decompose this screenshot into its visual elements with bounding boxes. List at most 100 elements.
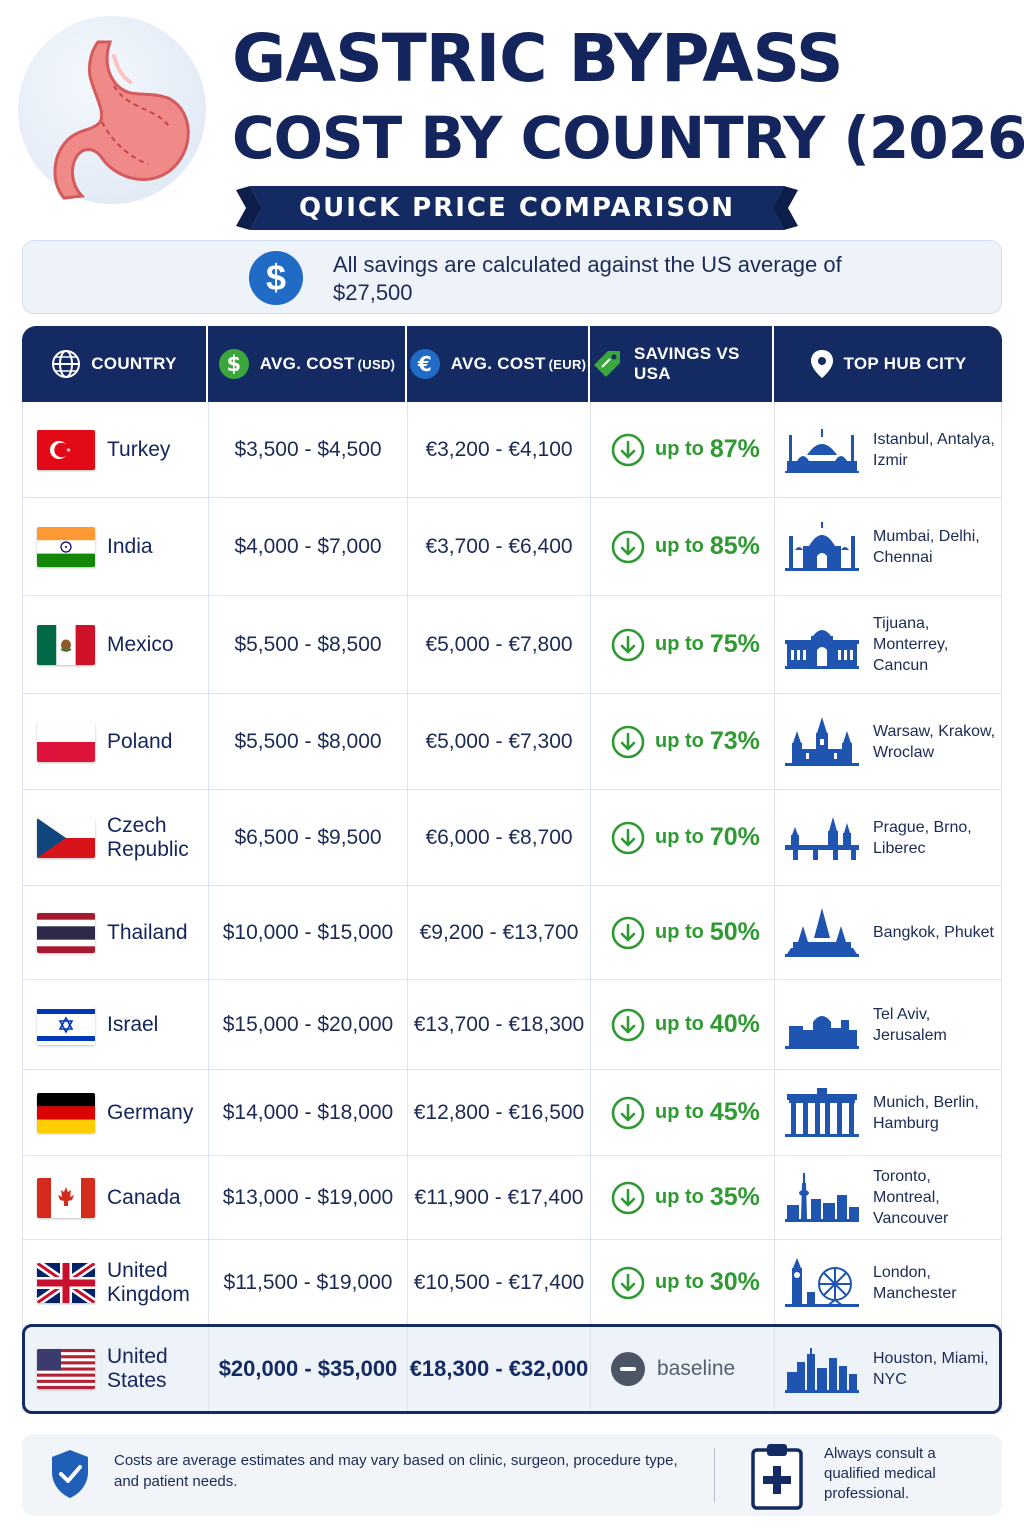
thailand-flag-icon	[37, 912, 95, 953]
brandenburg-gate-icon	[783, 1087, 861, 1138]
table-row: Israel $15,000 - $20,000 €13,700 - €18,3…	[23, 980, 1001, 1070]
country-name: Poland	[107, 729, 173, 753]
table-row: Thailand $10,000 - $15,000 €9,200 - €13,…	[23, 886, 1001, 980]
cn-tower-skyline-icon	[783, 1172, 861, 1223]
svg-text:$: $	[226, 352, 241, 376]
table-row: Germany $14,000 - $18,000 €12,800 - €16,…	[23, 1070, 1001, 1156]
eur-cost: €9,200 - €13,700	[408, 886, 591, 979]
usd-cost: $4,000 - $7,000	[209, 498, 408, 595]
header-city: TOP HUB CITY	[774, 326, 1002, 402]
price-tag-icon	[594, 351, 620, 377]
footer-divider	[714, 1448, 715, 1502]
down-arrow-circle-icon	[611, 1096, 645, 1129]
savings-cell: up to 50%	[591, 886, 775, 979]
india-flag-icon	[37, 526, 95, 567]
down-arrow-circle-icon	[611, 1008, 645, 1041]
usd-cost: $3,500 - $4,500	[209, 402, 408, 497]
header-city-label: TOP HUB CITY	[843, 354, 967, 373]
savings-prefix: up to	[655, 438, 704, 460]
city-cell: Tijuana, Monterrey, Cancun	[775, 596, 1003, 693]
savings-prefix: up to	[655, 535, 704, 557]
taj-mahal-icon	[783, 521, 861, 572]
poland-flag-icon	[37, 721, 95, 762]
savings-value: 30%	[709, 1268, 760, 1296]
country-cell: Turkey	[23, 402, 209, 497]
eur-cost: €5,000 - €7,300	[408, 694, 591, 789]
city-cell: Warsaw, Krakow, Wroclaw	[775, 694, 1003, 789]
country-cell: United States	[23, 1326, 209, 1411]
header-savings: SAVINGS VS USA	[590, 326, 774, 402]
city-name: Warsaw, Krakow, Wroclaw	[873, 722, 996, 761]
savings-value: 35%	[709, 1183, 760, 1211]
country-name: Germany	[107, 1100, 194, 1124]
city-cell: London, Manchester	[775, 1240, 1003, 1325]
canada-flag-icon	[37, 1177, 95, 1218]
country-cell: Germany	[23, 1070, 209, 1155]
israel-flag-icon	[37, 1004, 95, 1045]
down-arrow-circle-icon	[611, 725, 645, 758]
bridge-skyline-icon	[783, 813, 861, 863]
country-name: United Kingdom	[107, 1258, 190, 1306]
eur-cost: €6,000 - €8,700	[408, 790, 591, 885]
savings-cell: up to 73%	[591, 694, 775, 789]
header-usd: $ AVG. COST (USD)	[208, 326, 407, 402]
savings-cell: up to 35%	[591, 1156, 775, 1239]
footer-disclaimer: Costs are average estimates and may vary…	[22, 1434, 1002, 1516]
table-row: India $4,000 - $7,000 €3,700 - €6,400 up…	[23, 498, 1001, 596]
usd-cost: $13,000 - $19,000	[209, 1156, 408, 1239]
city-cell: Bangkok, Phuket	[775, 886, 1003, 979]
country-cell: Israel	[23, 980, 209, 1069]
city-name: Toronto, Montreal, Vancouver	[873, 1168, 949, 1227]
down-arrow-circle-icon	[611, 1266, 645, 1299]
savings-value: 50%	[709, 918, 760, 946]
savings-cell: up to 75%	[591, 596, 775, 693]
header-eur: € AVG. COST (EUR)	[407, 326, 590, 402]
savings-cell: up to 40%	[591, 980, 775, 1069]
medical-clipboard-icon	[751, 1444, 803, 1510]
usd-cost: $14,000 - $18,000	[209, 1070, 408, 1155]
location-pin-icon	[810, 350, 833, 378]
city-cell: Istanbul, Antalya, Izmir	[775, 402, 1003, 497]
usd-cost: $5,500 - $8,000	[209, 694, 408, 789]
down-arrow-circle-icon	[611, 530, 645, 563]
city-dome-icon	[783, 1000, 861, 1050]
country-name: Mexico	[107, 632, 174, 656]
country-cell: Thailand	[23, 886, 209, 979]
usd-cost: $6,500 - $9,500	[209, 790, 408, 885]
shield-check-icon	[52, 1450, 88, 1498]
eur-cost: €10,500 - €17,400	[408, 1240, 591, 1325]
savings-prefix: up to	[655, 730, 704, 752]
savings-value: 85%	[709, 532, 760, 560]
country-name: United States	[107, 1344, 168, 1392]
savings-prefix: up to	[655, 826, 704, 848]
savings-value: 87%	[709, 435, 760, 463]
table-row: Turkey $3,500 - $4,500 €3,200 - €4,100 u…	[23, 402, 1001, 498]
dollar-icon: $	[249, 251, 303, 305]
city-cell: Mumbai, Delhi, Chennai	[775, 498, 1003, 595]
subtitle-ribbon: QUICK PRICE COMPARISON	[236, 186, 798, 230]
savings-value: 70%	[709, 823, 760, 851]
table-row: Canada $13,000 - $19,000 €11,900 - €17,4…	[23, 1156, 1001, 1240]
city-cell: Tel Aviv, Jerusalem	[775, 980, 1003, 1069]
city-name: Munich, Berlin, Hamburg	[873, 1093, 979, 1132]
temple-icon	[783, 907, 861, 958]
city-cell: Toronto, Montreal, Vancouver	[775, 1156, 1003, 1239]
ribbon-label: QUICK PRICE COMPARISON	[299, 193, 735, 223]
eur-cost: €3,200 - €4,100	[408, 402, 591, 497]
savings-value: 73%	[709, 727, 760, 755]
table-row: United Kingdom $11,500 - $19,000 €10,500…	[23, 1240, 1001, 1326]
country-cell: United Kingdom	[23, 1240, 209, 1325]
czech-flag-icon	[37, 817, 95, 858]
savings-cell: up to 30%	[591, 1240, 775, 1325]
stomach-icon	[18, 16, 206, 204]
header-eur-unit: (EUR)	[548, 356, 587, 372]
header-country-label: COUNTRY	[91, 354, 177, 373]
header-eur-label: AVG. COST	[450, 354, 546, 373]
savings-cell: baseline	[591, 1326, 775, 1411]
table-body: Turkey $3,500 - $4,500 €3,200 - €4,100 u…	[22, 402, 1002, 1412]
turkey-flag-icon	[37, 429, 95, 470]
down-arrow-circle-icon	[611, 821, 645, 854]
savings-value: 75%	[709, 630, 760, 658]
table-row: Mexico $5,500 - $8,500 €5,000 - €7,800 u…	[23, 596, 1001, 694]
eur-cost: €18,300 - €32,000	[408, 1326, 591, 1411]
